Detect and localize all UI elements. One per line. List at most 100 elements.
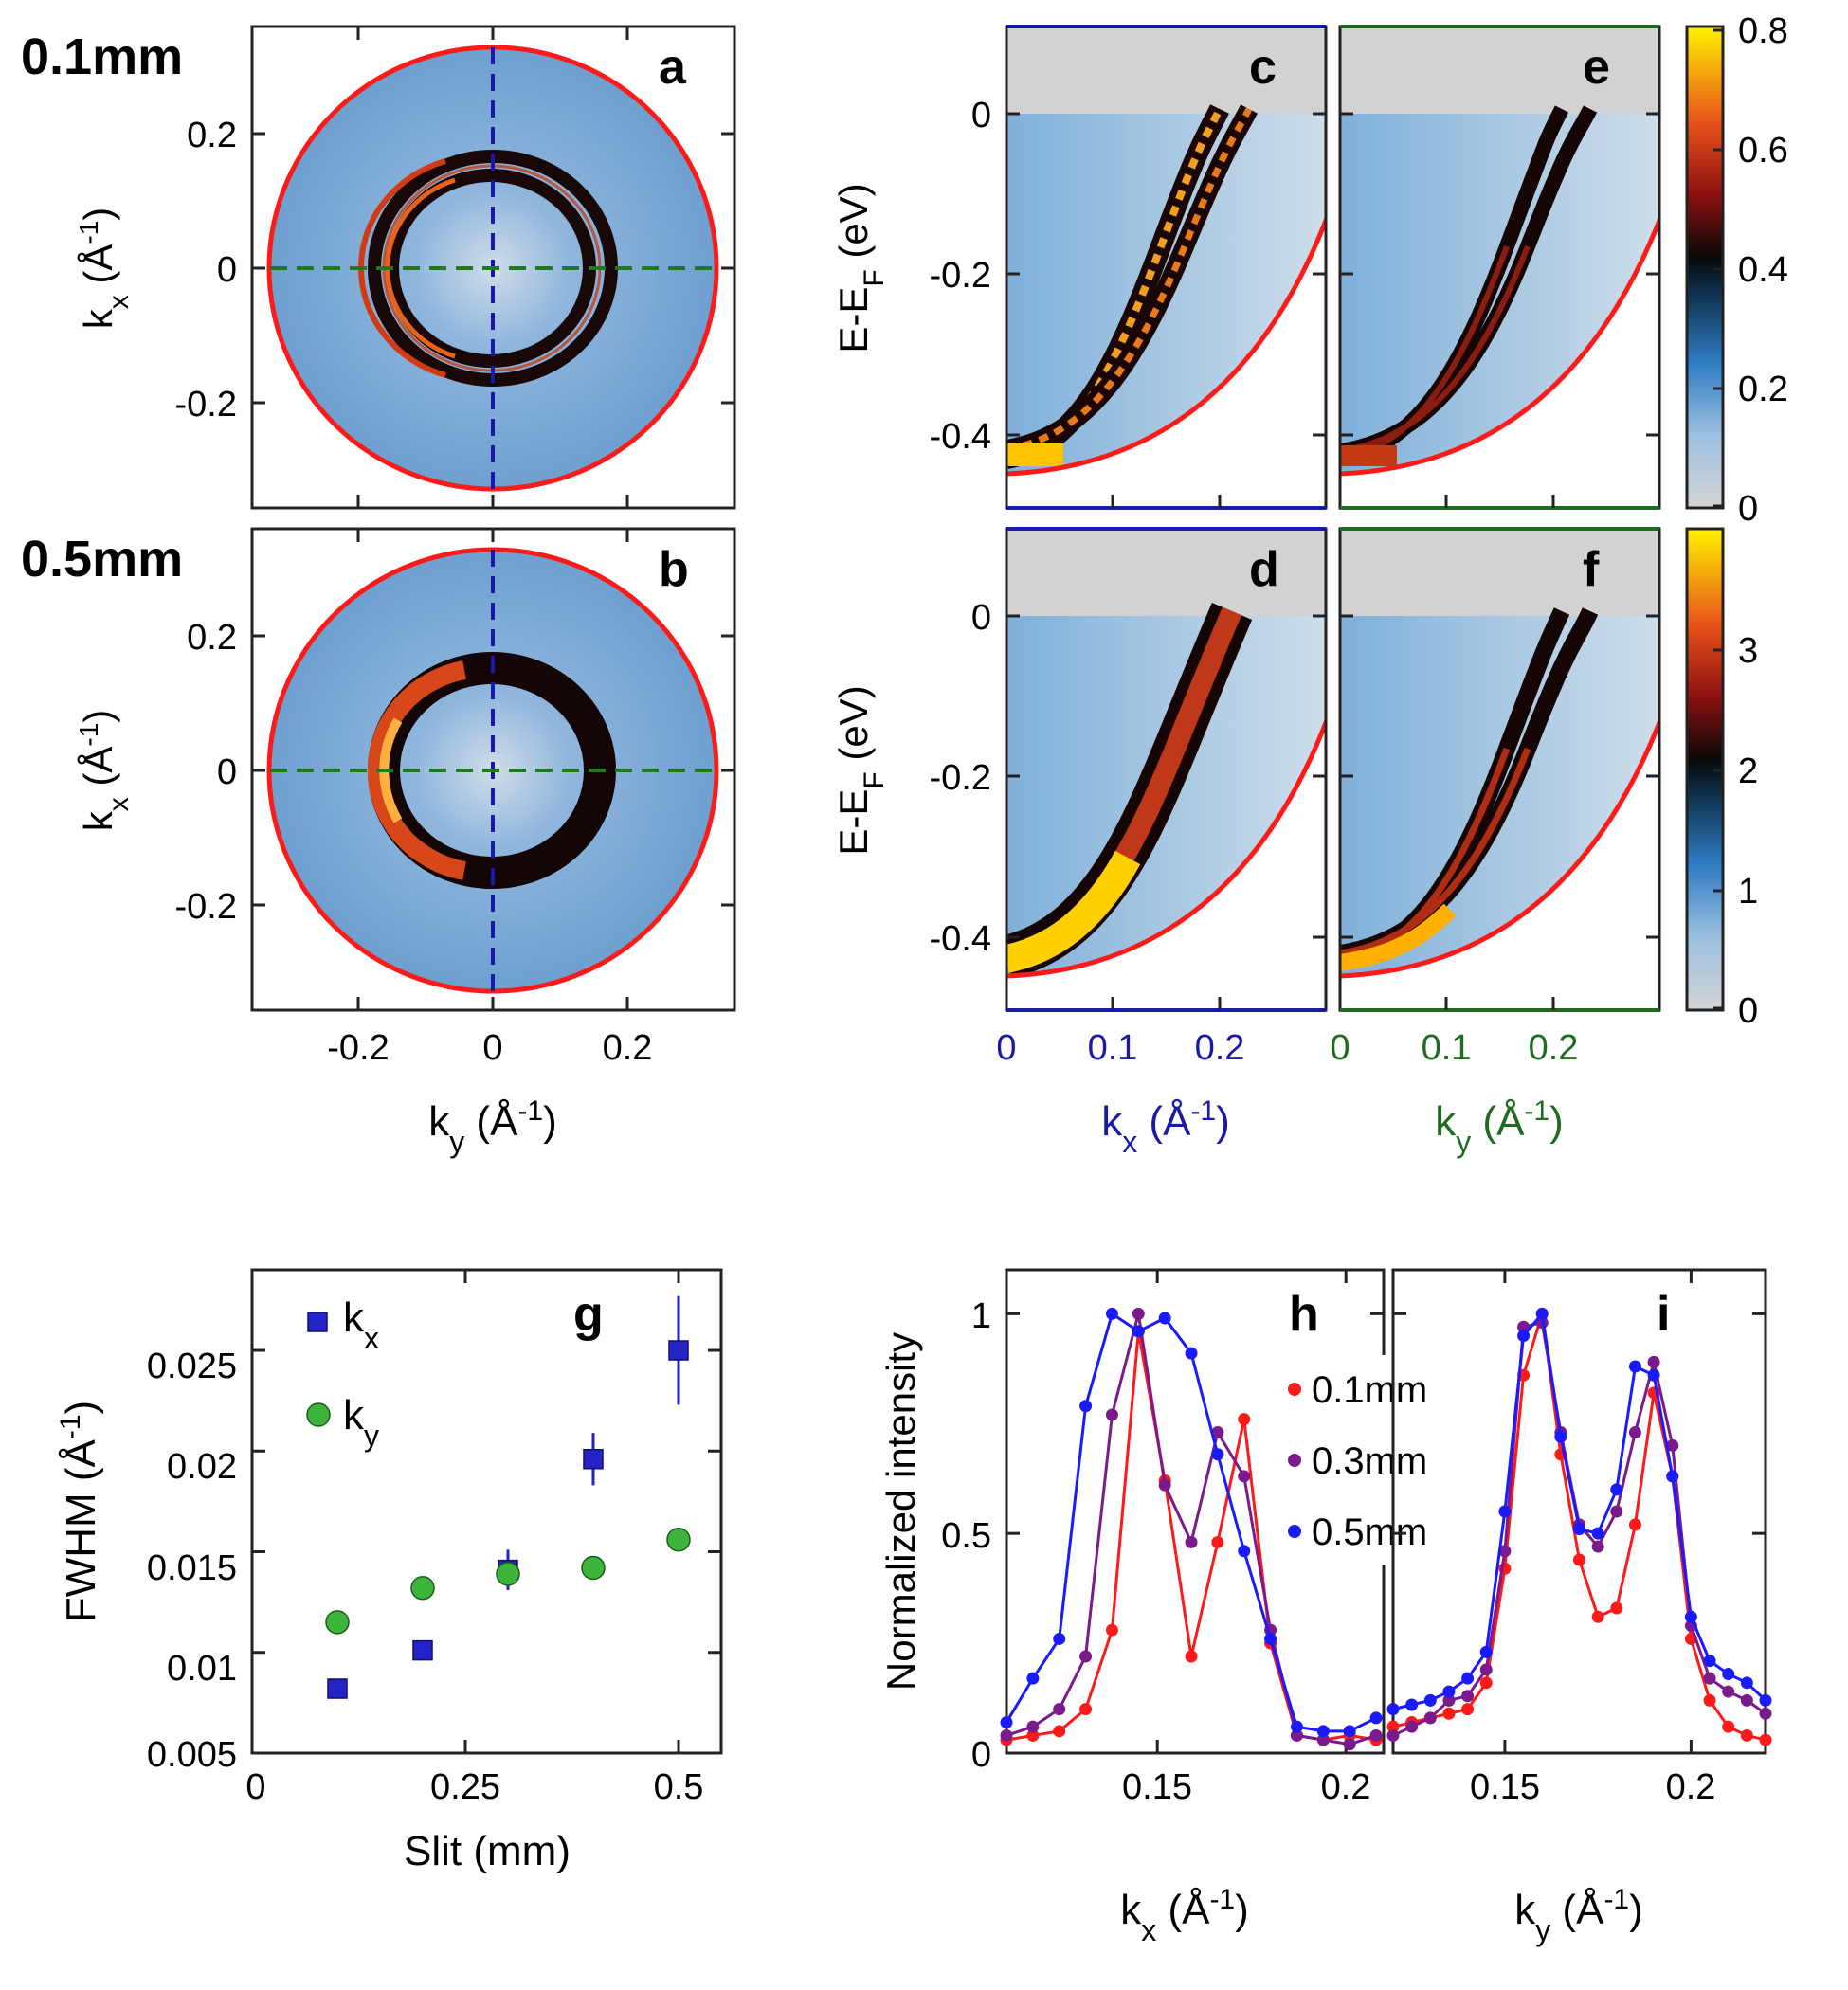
colorbar-tick: 0.2 xyxy=(1738,370,1788,409)
point-0.5mm xyxy=(1740,1676,1753,1690)
point-0.1mm xyxy=(1105,1623,1118,1637)
legend-marker-0.5mm xyxy=(1288,1525,1301,1538)
point-0.5mm xyxy=(1369,1711,1383,1725)
y-tick-label: 0 xyxy=(971,1735,991,1775)
point-0.5mm xyxy=(1684,1610,1697,1623)
panel-a: 0.1mm a 0.2 0 -0.2 kx (Å-1) xyxy=(21,25,736,510)
point-0.3mm xyxy=(1647,1355,1660,1368)
parabola-cutoff-fill xyxy=(1006,220,1326,508)
point-0.5mm xyxy=(1535,1307,1549,1320)
point-0.1mm xyxy=(1610,1601,1623,1615)
point-0.5mm xyxy=(1316,1725,1330,1738)
parabola-cutoff xyxy=(1006,719,1326,979)
y-ticks xyxy=(252,27,734,508)
parabola-cutoff-fill xyxy=(1340,722,1659,1010)
legend: kx ky xyxy=(306,1294,379,1453)
point-0.5mm xyxy=(1554,1430,1567,1443)
panel-letter-g: g xyxy=(573,1287,604,1342)
x-tick-label: 0 xyxy=(482,1028,502,1068)
point-k_y xyxy=(581,1555,606,1581)
point-0.5mm xyxy=(1211,1448,1224,1461)
axes-frame xyxy=(1391,1268,1767,1755)
point-0.1mm xyxy=(1026,1728,1040,1742)
panel-c xyxy=(1006,27,1326,508)
point-0.5mm xyxy=(1591,1527,1604,1540)
point-0.5mm xyxy=(1185,1347,1198,1360)
y-axis-label-d: E-EF (eV) xyxy=(831,685,890,855)
y-tick-label: 0.005 xyxy=(147,1735,237,1775)
point-0.5mm xyxy=(1498,1505,1512,1518)
y-tick-label: 0.01 xyxy=(167,1649,237,1689)
band-right-core xyxy=(1340,747,1531,957)
point-0.5mm xyxy=(1290,1720,1303,1733)
x-tick-label: 0.2 xyxy=(603,1028,653,1068)
colorbar-tick: 0.6 xyxy=(1738,131,1788,171)
x-tick-label: -0.2 xyxy=(327,1028,389,1068)
colorbar-tick: 3 xyxy=(1738,631,1758,671)
point-0.3mm xyxy=(1610,1505,1623,1518)
legend-marker-ky xyxy=(306,1402,331,1427)
point-k_y xyxy=(325,1610,350,1635)
point-0.3mm xyxy=(1666,1438,1679,1452)
legend: 0.1mm 0.3mm 0.5mm xyxy=(1270,1355,1474,1565)
above-ef-region xyxy=(1340,529,1659,616)
point-0.5mm xyxy=(1158,1312,1171,1325)
point-0.3mm xyxy=(1211,1426,1224,1439)
point-0.3mm xyxy=(1591,1540,1604,1553)
point-0.3mm xyxy=(1628,1426,1641,1439)
point-0.5mm xyxy=(1573,1523,1585,1536)
svg-text:kx (Å-1): kx (Å-1) xyxy=(74,710,135,832)
point-0.5mm xyxy=(1479,1645,1493,1658)
legend-label: 0.5mm xyxy=(1312,1511,1427,1553)
parabola-cutoff-fill xyxy=(1340,220,1659,508)
colorbar-tick: 2 xyxy=(1738,751,1758,791)
y-axis-label-c: E-EF (eV) xyxy=(831,183,890,353)
svg-text:E-EF (eV): E-EF (eV) xyxy=(831,183,890,353)
legend-label: 0.3mm xyxy=(1312,1440,1427,1482)
point-0.5mm xyxy=(1343,1725,1356,1738)
point-0.3mm xyxy=(1000,1728,1013,1742)
point-0.3mm xyxy=(1405,1720,1419,1733)
panel-e xyxy=(1340,27,1659,508)
y-tick-label: -0.4 xyxy=(930,919,991,959)
point-0.3mm xyxy=(1079,1650,1093,1663)
above-ef-region xyxy=(1340,27,1659,114)
point-0.3mm xyxy=(1423,1711,1437,1725)
panel-f xyxy=(1340,529,1659,1010)
point-0.3mm xyxy=(1290,1728,1303,1742)
point-0.3mm xyxy=(1132,1307,1145,1320)
x-tick-label: 0 xyxy=(1330,1028,1350,1068)
y-tick-label: 0 xyxy=(217,250,237,290)
parabola-cutoff xyxy=(1340,217,1659,477)
y-tick-label: 0.025 xyxy=(147,1347,237,1386)
colorbar-top: 0.8 0.6 0.4 0.2 0 xyxy=(1685,11,1788,529)
point-0.3mm xyxy=(1343,1738,1356,1751)
point-0.5mm xyxy=(1053,1632,1066,1645)
point-0.5mm xyxy=(1423,1693,1437,1707)
point-0.1mm xyxy=(1479,1676,1493,1690)
y-axis-label: FWHM (Å-1) xyxy=(55,1401,105,1622)
legend-marker-kx xyxy=(307,1312,328,1332)
y-tick-label: 0.02 xyxy=(167,1447,237,1487)
band-bottom-hot xyxy=(1006,443,1063,466)
point-0.5mm xyxy=(1666,1470,1679,1483)
legend-marker-0.3mm xyxy=(1288,1454,1301,1467)
y-tick-label: -0.2 xyxy=(175,887,237,927)
y-tick-label: -0.2 xyxy=(930,758,991,798)
x-tick-label: 0.25 xyxy=(430,1767,500,1807)
point-0.5mm xyxy=(1105,1307,1118,1320)
point-k_x xyxy=(327,1678,348,1699)
band-bottom-hot xyxy=(1340,445,1397,466)
point-0.1mm xyxy=(1591,1610,1604,1623)
y-tick-label: 0 xyxy=(971,598,991,638)
above-ef-region xyxy=(1006,27,1326,114)
x-axis-label: Slit (mm) xyxy=(404,1828,571,1874)
point-0.3mm xyxy=(1026,1720,1040,1733)
point-0.5mm xyxy=(1647,1368,1660,1382)
slit-label-a: 0.1mm xyxy=(21,28,183,85)
x-tick-label: 0.2 xyxy=(1529,1028,1579,1068)
point-0.5mm xyxy=(1132,1325,1145,1338)
x-tick-label: 0 xyxy=(245,1767,265,1807)
y-tick-label: 0.5 xyxy=(941,1516,991,1556)
